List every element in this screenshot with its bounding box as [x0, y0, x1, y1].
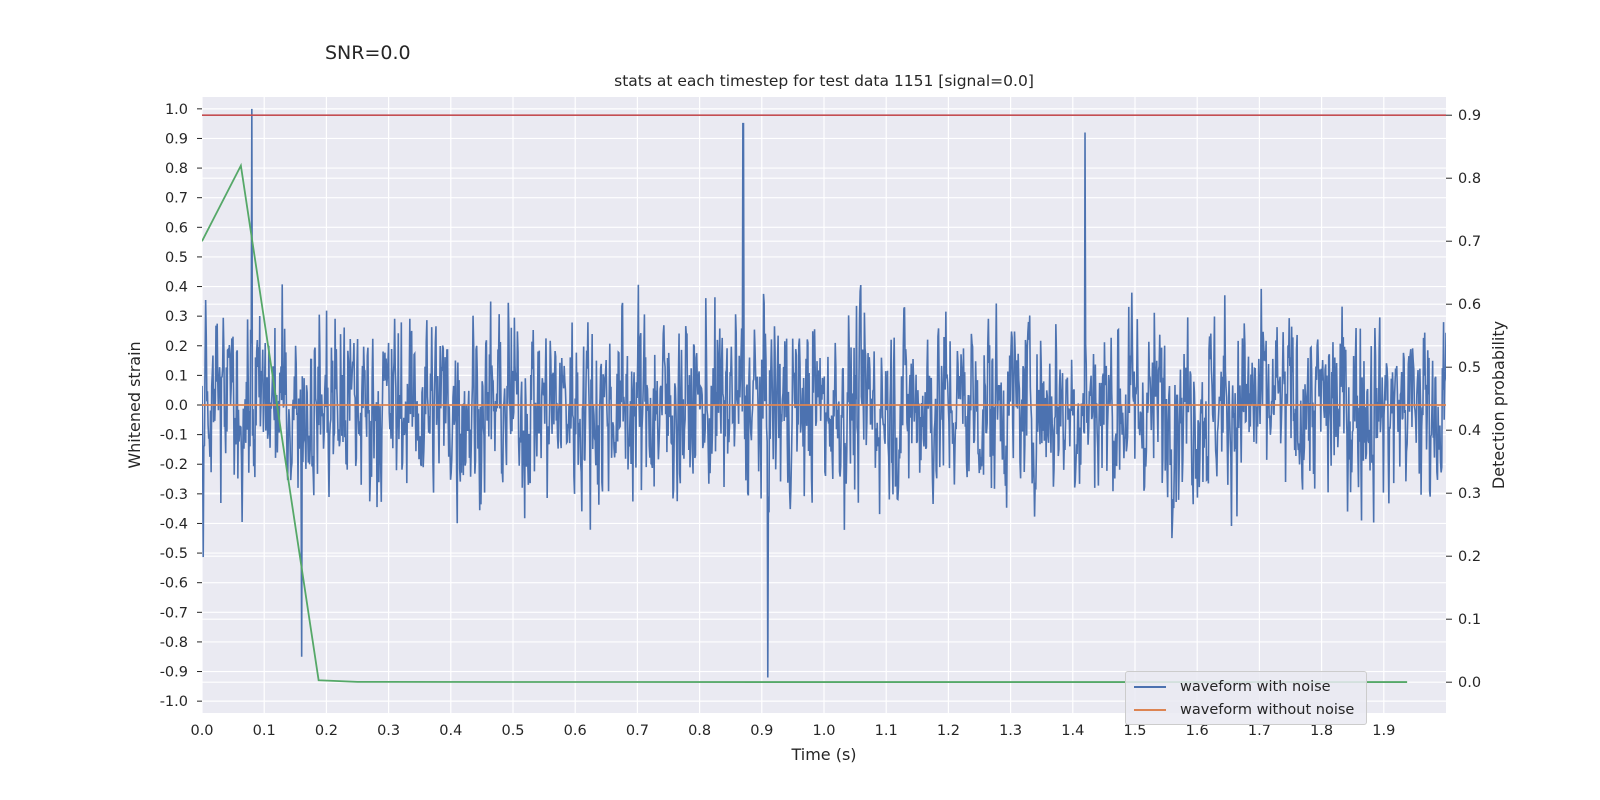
- y-tick-label: -0.2: [160, 457, 188, 473]
- x-tick-label: 1.1: [875, 723, 898, 739]
- x-tick-label: 0.3: [377, 723, 400, 739]
- y-tick-label: -0.1: [160, 428, 188, 444]
- y-tick-label: 0.0: [165, 398, 188, 414]
- x-tick-label: 0.0: [190, 723, 213, 739]
- y-tick-label: 0.9: [165, 131, 188, 147]
- y2-tick-label: 0.9: [1458, 108, 1481, 124]
- series-layer: [202, 108, 1446, 683]
- legend-swatch-noise: [1134, 686, 1166, 688]
- y-tick-label: 0.6: [165, 220, 188, 236]
- y2-tick-label: 0.7: [1458, 234, 1481, 250]
- y-tick-label: 0.2: [165, 339, 188, 355]
- y-tick-label: -0.8: [160, 635, 188, 651]
- x-tick-label: 1.3: [999, 723, 1022, 739]
- y-tick-label: -1.0: [160, 694, 188, 710]
- x-tick-label: 0.5: [501, 723, 524, 739]
- y-tick-label: 0.4: [165, 280, 188, 296]
- x-tick-label: 1.2: [937, 723, 960, 739]
- y2-tick-label: 0.2: [1458, 549, 1481, 565]
- y2-tick-label: 0.1: [1458, 612, 1481, 628]
- x-tick-label: 1.9: [1372, 723, 1395, 739]
- x-axis-label: Time (s): [790, 745, 856, 764]
- y-tick-label: -0.7: [160, 605, 188, 621]
- legend-label-clean: waveform without noise: [1180, 702, 1355, 718]
- y-tick-label: 0.1: [165, 368, 188, 384]
- series-waveform-with-noise: [202, 108, 1446, 678]
- x-tick-label: 0.8: [688, 723, 711, 739]
- chart-title: stats at each timestep for test data 115…: [614, 72, 1034, 90]
- x-tick-label: 0.4: [439, 723, 462, 739]
- x-tick-label: 0.9: [750, 723, 773, 739]
- legend: waveform with noise waveform without noi…: [1125, 671, 1367, 725]
- y-tick-label: -0.4: [160, 516, 188, 532]
- x-tick-label: 1.7: [1248, 723, 1271, 739]
- y2-tick-label: 0.0: [1458, 675, 1481, 691]
- x-tick-label: 1.4: [1061, 723, 1084, 739]
- x-axis-ticks: 0.0 0.1 0.2 0.3 0.4 0.5 0.6 0.7 0.8 0.9 1.0 1.1 1.2 1…: [190, 723, 1395, 739]
- suptitle-snr: SNR=0.0: [325, 42, 411, 64]
- y-tick-label: 0.3: [165, 309, 188, 325]
- x-tick-label: 1.6: [1186, 723, 1209, 739]
- y-tick-label: -0.3: [160, 487, 188, 503]
- legend-label-noise: waveform with noise: [1180, 679, 1331, 695]
- y2-tick-label: 0.4: [1458, 423, 1481, 439]
- y-tick-label: -0.9: [160, 665, 188, 681]
- x-tick-label: 0.6: [564, 723, 587, 739]
- x-tick-label: 0.7: [626, 723, 649, 739]
- y2-tick-label: 0.8: [1458, 171, 1481, 187]
- x-tick-label: 0.1: [253, 723, 276, 739]
- y2-tick-label: 0.5: [1458, 360, 1481, 376]
- y-tick-label: 0.7: [165, 191, 188, 207]
- y-tick-label: 0.8: [165, 161, 188, 177]
- y-axis-label: Whitened strain: [125, 341, 144, 468]
- legend-item-clean: waveform without noise: [1134, 699, 1354, 721]
- x-tick-label: 1.0: [812, 723, 835, 739]
- x-tick-label: 1.8: [1310, 723, 1333, 739]
- y-tick-label: 1.0: [165, 102, 188, 118]
- x-tick-label: 1.5: [1123, 723, 1146, 739]
- y2-tick-label: 0.6: [1458, 297, 1481, 313]
- y-tick-label: 0.5: [165, 250, 188, 266]
- y2-axis-label: Detection probability: [1489, 321, 1508, 489]
- y-tick-label: -0.5: [160, 546, 188, 562]
- x-tick-label: 0.2: [315, 723, 338, 739]
- y2-axis-ticks: 0.9 0.8 0.7 0.6 0.5 0.4 0.3 0.2 0.1 0.0: [1446, 108, 1481, 691]
- y-axis-ticks: 1.0 0.9 0.8 0.7 0.6 0.5 0.4 0.3 0.2 0.1 0.0 -0.1 -0.…: [160, 102, 202, 710]
- legend-swatch-clean: [1134, 709, 1166, 711]
- legend-item-noise: waveform with noise: [1134, 676, 1331, 698]
- y2-tick-label: 0.3: [1458, 486, 1481, 502]
- y-tick-label: -0.6: [160, 576, 188, 592]
- series-detection-probability: [202, 162, 1408, 683]
